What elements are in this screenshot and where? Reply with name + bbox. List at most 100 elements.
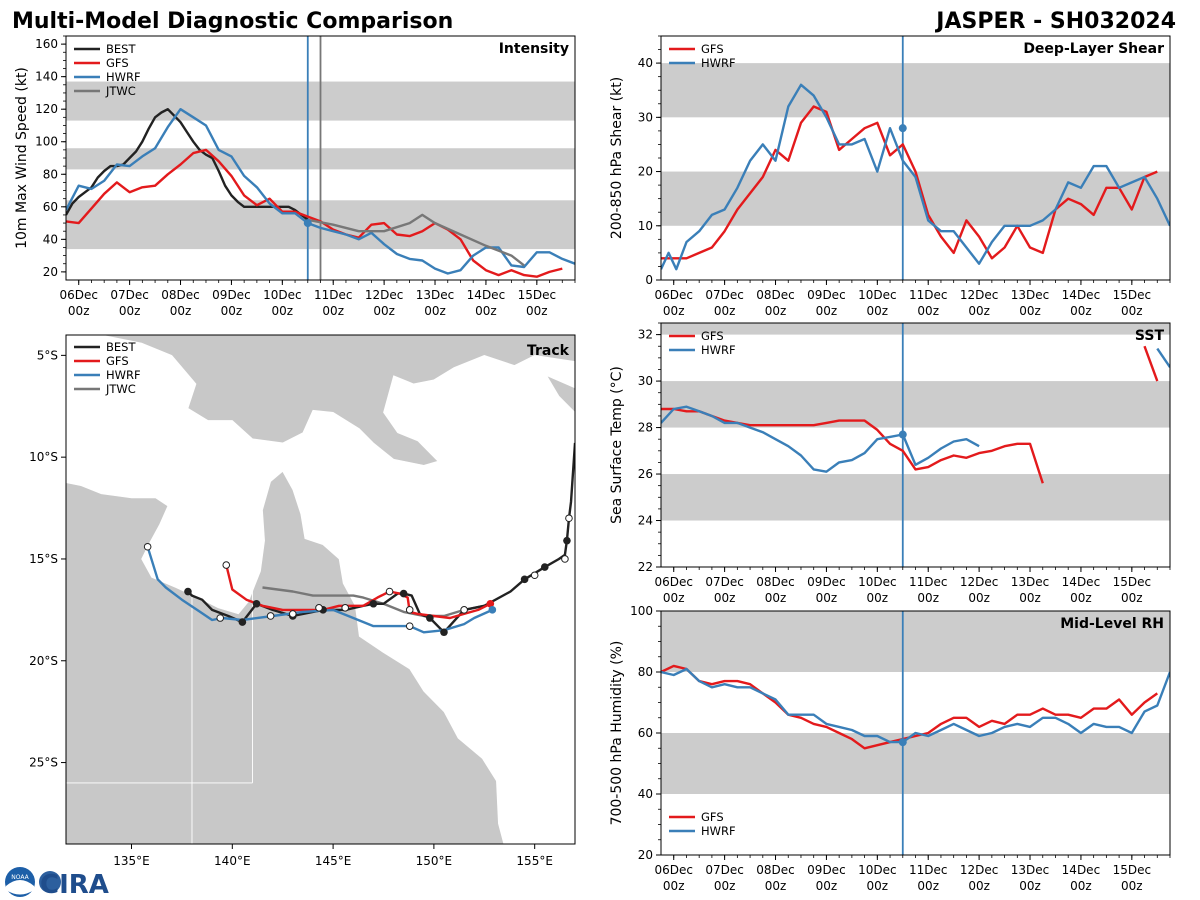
shear-ytick-label: 0 [645, 273, 653, 287]
rh-xtick-hour: 00z [765, 879, 787, 893]
sst-xtick-date: 06Dec [654, 575, 693, 589]
rh-xtick-date: 10Dec [858, 863, 897, 877]
sst-axes-frame [660, 322, 1171, 568]
sst-ytick-label: 28 [638, 421, 653, 435]
shear-xtick-hour: 00z [917, 304, 939, 318]
sst-ylabel: Sea Surface Temp (°C) [609, 366, 625, 524]
track-open-point-hwrf [143, 542, 152, 551]
shear-ytick-label: 20 [638, 165, 653, 179]
intensity-xtick-date: 14Dec [467, 288, 506, 302]
sst-xtick-date: 08Dec [756, 575, 795, 589]
sst-band-0 [661, 474, 1170, 521]
shear-xtick-hour: 00z [765, 304, 787, 318]
rh-xtick-date: 14Dec [1062, 863, 1101, 877]
rh-ytick-label: 80 [638, 665, 653, 679]
track-open-point-hwrf [266, 612, 275, 620]
sst-xtick-hour: 00z [917, 591, 939, 605]
intensity-xtick-date: 11Dec [314, 288, 353, 302]
track-open-point-jtwc [288, 610, 297, 618]
sst-panel: 22 24 26 28 30 32 06Dec 00z 07Dec 00z 08Dec 00z 09De… [609, 322, 1171, 605]
sst-xtick-date: 15Dec [1113, 575, 1152, 589]
rh-xtick-hour: 00z [1019, 879, 1041, 893]
intensity-xtick-hour: 00z [373, 304, 395, 318]
shear-xtick-date: 07Dec [705, 288, 744, 302]
intensity-line-best [66, 107, 309, 221]
intensity-ytick-label: 160 [35, 37, 58, 51]
sst-xtick-hour: 00z [714, 591, 736, 605]
sst-series-group [661, 345, 1170, 484]
intensity-xtick-date: 15Dec [518, 288, 557, 302]
track-point-best [426, 614, 434, 622]
sst-xtick-date: 14Dec [1062, 575, 1101, 589]
intensity-ytick-label: 140 [35, 70, 58, 84]
rh-panel: 20 40 60 80 100 06Dec 00z 07Dec 00z 08Dec 00z 09Dec… [609, 604, 1171, 893]
sst-analysis-marker-0 [898, 430, 907, 439]
track-ytick-label: 5°S [37, 348, 58, 362]
sst-xtick-hour: 00z [1121, 591, 1143, 605]
intensity-ylabel: 10m Max Wind Speed (kt) [14, 67, 30, 249]
intensity-ytick-label: 80 [43, 167, 58, 181]
intensity-xtick-hour: 00z [475, 304, 497, 318]
rh-ytick-label: 60 [638, 726, 653, 740]
rh-xtick-hour: 00z [714, 879, 736, 893]
shear-xtick-date: 13Dec [1011, 288, 1050, 302]
intensity-legend-label: BEST [106, 42, 136, 56]
intensity-xtick-hour: 00z [424, 304, 446, 318]
shear-ytick-label: 30 [638, 110, 653, 124]
sst-line-gfs [661, 407, 1044, 484]
sst-xtick-date: 13Dec [1011, 575, 1050, 589]
track-open-point-gfs [222, 561, 231, 569]
shear-xtick-date: 14Dec [1062, 288, 1101, 302]
rh-band-1 [661, 611, 1170, 672]
intensity-xtick-hour: 00z [322, 304, 344, 318]
sst-ytick-label: 22 [638, 560, 653, 574]
track-point-gfs [486, 599, 495, 608]
track-xtick-label: 145°E [315, 854, 352, 868]
track-point-best [563, 536, 571, 545]
noaa-wave-icon [6, 880, 34, 895]
rh-xtick-hour: 00z [1070, 879, 1092, 893]
rh-series-group [661, 664, 1170, 750]
shear-panel-title: Deep-Layer Shear [1023, 41, 1164, 57]
track-point-best [520, 575, 529, 584]
sst-line-gfs-tail [1143, 345, 1159, 382]
track-ytick-label: 25°S [29, 756, 58, 770]
new-guinea-land [66, 335, 575, 466]
track-open-point-jtwc [405, 606, 414, 614]
track-ytick-label: 10°S [29, 450, 58, 464]
rh-xtick-hour: 00z [968, 879, 990, 893]
sst-ytick-label: 26 [638, 467, 653, 481]
sst-xtick-hour: 00z [663, 591, 685, 605]
track-open-point-hwrf [216, 614, 225, 622]
intensity-xtick-hour: 00z [221, 304, 243, 318]
intensity-xtick-hour: 00z [526, 304, 548, 318]
rh-ytick-label: 20 [638, 848, 653, 862]
shear-analysis-marker-0 [898, 124, 907, 133]
rh-xtick-hour: 00z [816, 879, 838, 893]
rh-line-hwrf [661, 667, 1170, 744]
track-panel-title: Track [527, 343, 570, 359]
shear-xtick-hour: 00z [867, 304, 889, 318]
track-legend-label: BEST [106, 340, 136, 354]
shear-xtick-hour: 00z [816, 304, 838, 318]
track-point-best [369, 599, 378, 608]
rh-ylabel: 700-500 hPa Humidity (%) [609, 641, 625, 826]
shear-xtick-date: 11Dec [909, 288, 948, 302]
rh-xtick-date: 07Dec [705, 863, 744, 877]
shear-xtick-hour: 00z [1121, 304, 1143, 318]
intensity-xtick-date: 10Dec [263, 288, 302, 302]
intensity-ytick-label: 20 [43, 265, 58, 279]
shear-xtick-date: 08Dec [756, 288, 795, 302]
shear-line-gfs [661, 105, 1158, 260]
sst-xtick-hour: 00z [816, 591, 838, 605]
rh-xtick-hour: 00z [917, 879, 939, 893]
figure-title-right: JASPER - SH032024 [934, 9, 1176, 34]
rh-legend-label: GFS [701, 810, 724, 824]
rh-xtick-date: 09Dec [807, 863, 846, 877]
sst-ytick-label: 30 [638, 374, 653, 388]
intensity-xtick-hour: 00z [68, 304, 90, 318]
cira-logo: NOAA CIRA [5, 867, 109, 900]
intensity-line-jtwc [307, 213, 525, 267]
sst-line-hwrf-tail [1156, 347, 1170, 368]
